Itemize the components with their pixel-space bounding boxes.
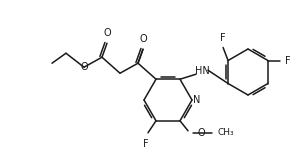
Text: O: O bbox=[139, 34, 147, 44]
Text: HN: HN bbox=[194, 66, 209, 76]
Text: CH₃: CH₃ bbox=[218, 128, 235, 137]
Text: F: F bbox=[220, 33, 226, 42]
Text: O: O bbox=[197, 128, 205, 138]
Text: O: O bbox=[80, 62, 88, 72]
Text: F: F bbox=[143, 139, 149, 149]
Text: F: F bbox=[285, 55, 291, 66]
Text: O: O bbox=[103, 28, 111, 38]
Text: N: N bbox=[193, 95, 200, 105]
